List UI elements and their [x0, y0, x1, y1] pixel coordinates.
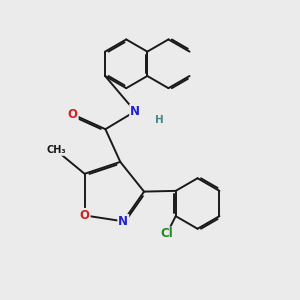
Text: N: N [130, 105, 140, 118]
Text: CH₃: CH₃ [46, 145, 66, 155]
Text: N: N [118, 215, 128, 228]
Text: H: H [154, 115, 163, 125]
Text: O: O [80, 209, 90, 222]
Text: Cl: Cl [160, 227, 173, 241]
Text: O: O [68, 108, 78, 121]
